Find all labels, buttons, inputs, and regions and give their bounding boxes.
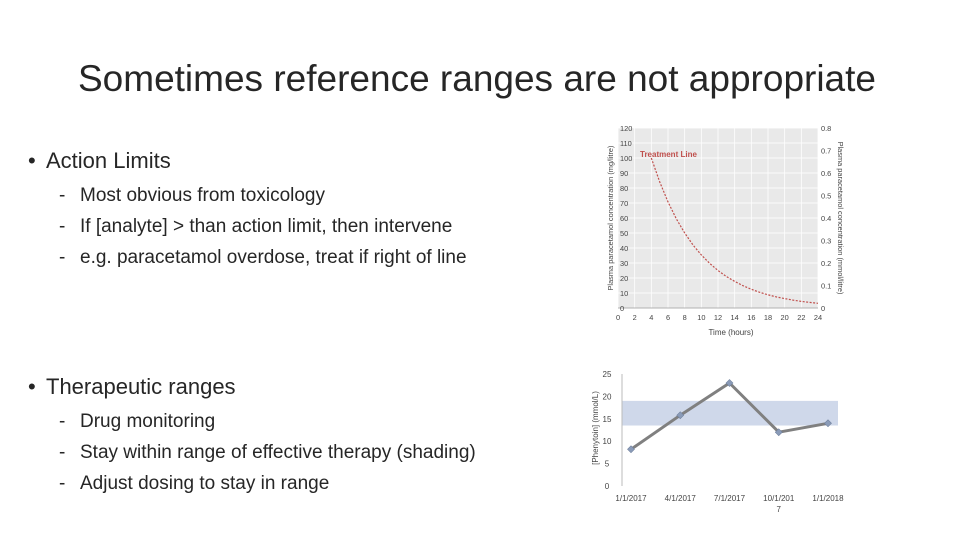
y-tick-label: 0 — [620, 304, 624, 313]
y-tick-label: 100 — [620, 154, 632, 163]
x-tick-label: 16 — [747, 313, 755, 322]
y2-tick-label: 0 — [821, 304, 825, 313]
y-tick-label: 10 — [603, 437, 612, 446]
dash-marker: - — [59, 247, 66, 268]
bullet-label: Action Limits — [46, 148, 171, 173]
dash-marker: - — [59, 411, 66, 432]
bullet-action-limits: • Action Limits — [28, 148, 171, 174]
x-tick-label: 22 — [797, 313, 805, 322]
y-tick-label: 80 — [620, 184, 628, 193]
x-tick-label: 7 — [777, 505, 782, 514]
y-tick-label: 20 — [620, 274, 628, 283]
x-axis-label: Time (hours) — [708, 328, 753, 337]
x-tick-label: 2 — [633, 313, 637, 322]
grid — [617, 127, 819, 309]
y2-tick-label: 0.7 — [821, 147, 831, 156]
treatment-line — [650, 157, 819, 304]
data-point — [725, 379, 734, 387]
sub-bullet: - Stay within range of effective therapy … — [59, 437, 476, 468]
y-tick-label: 15 — [603, 415, 612, 424]
x-tick-label: 12 — [714, 313, 722, 322]
dash-marker: - — [59, 216, 66, 237]
treatment-line-label: Treatment Line — [640, 150, 697, 159]
y2-tick-label: 0.5 — [821, 192, 831, 201]
y2-tick-label: 0.3 — [821, 237, 831, 246]
x-tick-label: 4/1/2017 — [665, 494, 697, 503]
tick-labels: 0 5 10 15 20 25 1/1/2017 4/1/2017 7/1/2017 10/1/2… — [603, 370, 845, 514]
y-tick-label: 0 — [605, 482, 610, 491]
x-tick-label: 14 — [731, 313, 739, 322]
therapeutic-range-band — [622, 400, 838, 426]
y-tick-label: 20 — [603, 392, 612, 401]
data-point — [774, 428, 783, 437]
x-tick-label: 10 — [697, 313, 705, 322]
dash-marker: - — [59, 442, 66, 463]
y-axis-label: [Phenytoin] (mmol/L) — [591, 391, 600, 465]
phenytoin-monitoring-chart: 0 5 10 15 20 25 1/1/2017 4/1/2017 7/1/2017 10/1/2… — [591, 370, 845, 514]
y2-tick-label: 0.4 — [821, 214, 831, 223]
dash-marker: - — [59, 473, 66, 494]
y-tick-label: 30 — [620, 259, 628, 268]
y-tick-label: 110 — [620, 139, 632, 148]
y2-tick-label: 0.8 — [821, 124, 831, 133]
y2-tick-label: 0.6 — [821, 169, 831, 178]
data-markers — [627, 379, 832, 454]
bullet-label: Therapeutic ranges — [46, 374, 236, 399]
y-tick-label: 50 — [620, 229, 628, 238]
x-tick-label: 18 — [764, 313, 772, 322]
sub-bullet: - e.g. paracetamol overdose, treat if rig… — [59, 242, 467, 273]
x-tick-label: 4 — [649, 313, 653, 322]
y-tick-label: 60 — [620, 214, 628, 223]
sub-bullet: - Adjust dosing to stay in range — [59, 468, 329, 499]
data-point — [627, 445, 635, 454]
sub-bullet: - If [analyte] > than action limit, then … — [59, 211, 452, 242]
paracetamol-treatment-chart: Treatment Line 0102030405060708090100110… — [606, 124, 845, 337]
y2-axis-label: Plasma paracetamol concentration (mmol/l… — [836, 142, 845, 295]
y-tick-label: 25 — [603, 370, 612, 379]
slide-title: Sometimes reference ranges are not appro… — [78, 58, 876, 99]
x-tick-label: 24 — [814, 313, 822, 322]
y-tick-label: 5 — [605, 460, 610, 469]
sub-bullet-text: Stay within range of effective therapy (… — [80, 442, 476, 463]
x-tick-label: 7/1/2017 — [714, 494, 746, 503]
x-tick-label: 1/1/2018 — [812, 494, 844, 503]
bullet-therapeutic-ranges: • Therapeutic ranges — [28, 374, 236, 400]
y2-tick-label: 0.2 — [821, 259, 831, 268]
data-point — [676, 411, 685, 420]
y-tick-label: 40 — [620, 244, 628, 253]
y-axis-label: Plasma paracetamol concentration (mg/lit… — [606, 146, 615, 291]
y-tick-label: 10 — [620, 289, 628, 298]
x-tick-label: 20 — [781, 313, 789, 322]
x-tick-label: 8 — [683, 313, 687, 322]
y2-tick-label: 0.1 — [821, 282, 831, 291]
sub-bullet-text: Adjust dosing to stay in range — [80, 473, 330, 494]
x-tick-label: 1/1/2017 — [615, 494, 647, 503]
sub-bullet-text: e.g. paracetamol overdose, treat if righ… — [80, 247, 467, 268]
y-tick-label: 90 — [620, 169, 628, 178]
y-tick-label: 120 — [620, 124, 632, 133]
x-tick-label: 0 — [616, 313, 620, 322]
bullet-marker: • — [28, 148, 36, 173]
bullet-marker: • — [28, 374, 36, 399]
sub-bullet: - Most obvious from toxicology — [59, 180, 325, 211]
dash-marker: - — [59, 185, 66, 206]
sub-bullet-text: Most obvious from toxicology — [80, 185, 325, 206]
sub-bullet-text: If [analyte] > than action limit, then i… — [80, 216, 453, 237]
y-tick-label: 70 — [620, 199, 628, 208]
sub-bullet-text: Drug monitoring — [80, 411, 216, 432]
x-tick-label: 6 — [666, 313, 670, 322]
data-point — [824, 419, 832, 428]
x-tick-label: 10/1/201 — [763, 494, 795, 503]
sub-bullet: - Drug monitoring — [59, 406, 215, 437]
